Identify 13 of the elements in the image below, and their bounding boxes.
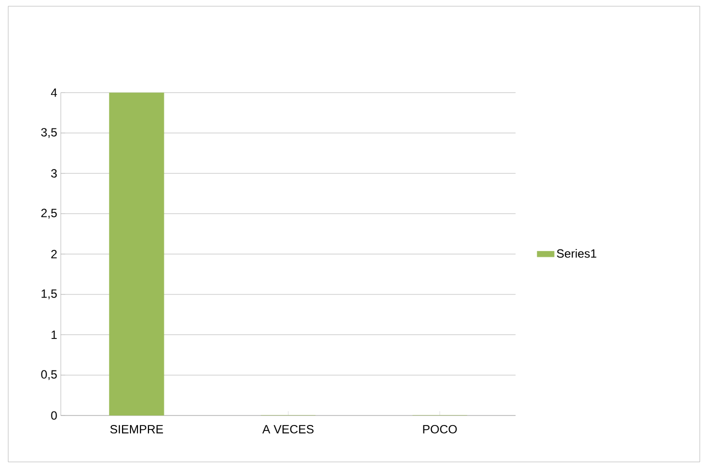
y-tick-label: 0 (51, 411, 57, 420)
y-tick-label: 3,5 (41, 128, 57, 138)
y-tick-label: 2 (51, 250, 57, 258)
x-tick-label: POCO (423, 424, 457, 434)
y-tick-label: 3 (51, 169, 57, 178)
legend-label: Series1 (556, 248, 596, 258)
y-tick-label: 4 (50, 88, 57, 97)
y-tick-label: 1 (52, 330, 57, 339)
y-tick-label: 2,5 (41, 208, 57, 219)
x-tick-label: A VECES (262, 424, 314, 434)
y-tick-label: 1,5 (42, 289, 57, 300)
x-tick-label: SIEMPRE (110, 424, 163, 434)
y-tick-label: 0,5 (41, 370, 57, 380)
